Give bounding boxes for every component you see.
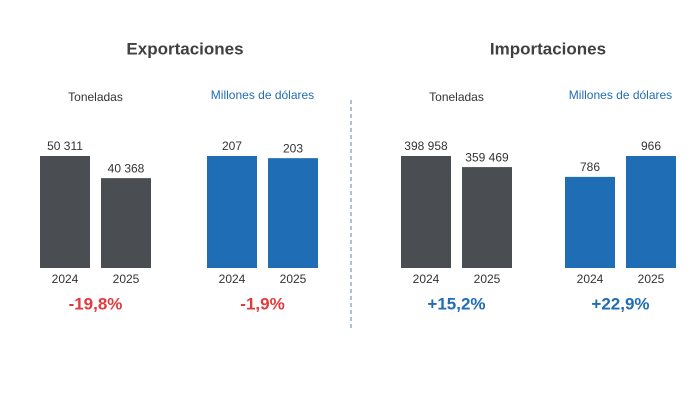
chart-title: Millones de dólares — [568, 88, 673, 102]
bar — [40, 156, 90, 268]
annotation: +15,2% — [427, 294, 485, 313]
bar — [626, 156, 676, 268]
x-tick-label: 2024 — [219, 272, 246, 286]
bar — [401, 156, 451, 268]
annotation: -1,9% — [240, 294, 284, 313]
x-tick-label: 2024 — [413, 272, 440, 286]
bar — [101, 178, 151, 268]
x-tick-label: 2024 — [577, 272, 604, 286]
value-label: 398 958 — [404, 139, 448, 153]
value-label: 786 — [580, 160, 600, 174]
x-tick-label: 2025 — [113, 272, 140, 286]
bar — [207, 156, 257, 268]
value-label: 966 — [641, 139, 661, 153]
x-tick-label: 2025 — [474, 272, 501, 286]
bar — [565, 176, 615, 268]
value-label: 50 311 — [47, 139, 83, 153]
annotation: +22,9% — [591, 294, 649, 313]
chart-title: Toneladas — [429, 90, 484, 104]
bar — [462, 167, 512, 268]
value-label: 359 469 — [465, 150, 509, 164]
section-title: Exportaciones — [126, 39, 243, 58]
annotation: -19,8% — [69, 294, 123, 313]
chart-title: Millones de dólares — [210, 88, 315, 102]
value-label: 40 368 — [108, 161, 145, 175]
value-label: 207 — [222, 139, 242, 153]
x-tick-label: 2025 — [638, 272, 665, 286]
section-title: Importaciones — [490, 39, 606, 58]
bar — [268, 158, 318, 268]
x-tick-label: 2025 — [280, 272, 307, 286]
chart-title: Toneladas — [68, 90, 123, 104]
value-label: 203 — [283, 141, 303, 155]
x-tick-label: 2024 — [52, 272, 79, 286]
